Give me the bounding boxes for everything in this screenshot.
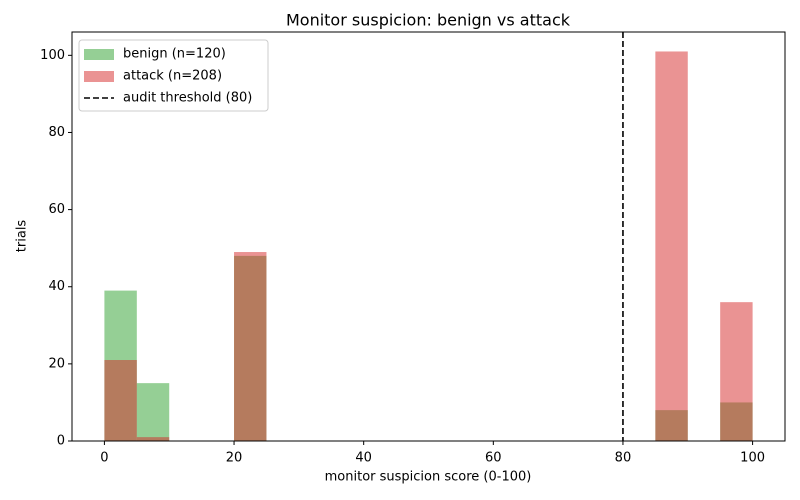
x-tick-label: 20 [226, 451, 243, 466]
legend-label: benign (n=120) [123, 47, 226, 62]
y-axis-label: trials [15, 220, 30, 253]
y-tick-label: 0 [57, 434, 65, 449]
legend-label: attack (n=208) [123, 69, 222, 84]
legend-label: audit threshold (80) [123, 91, 252, 106]
legend-swatch [84, 71, 114, 82]
histogram-bar [234, 252, 267, 441]
x-tick-label: 40 [355, 451, 372, 466]
histogram-bar [720, 302, 753, 441]
y-tick-label: 20 [48, 356, 65, 371]
chart-title: Monitor suspicion: benign vs attack [286, 11, 571, 30]
legend-swatch [84, 49, 114, 60]
histogram-bar [655, 51, 688, 441]
x-tick-label: 80 [615, 451, 632, 466]
legend-box [78, 39, 269, 112]
y-tick-label: 80 [48, 125, 65, 140]
histogram-bar [136, 437, 170, 441]
x-tick-label: 0 [100, 451, 108, 466]
x-axis-label: monitor suspicion score (0-100) [325, 470, 532, 485]
x-tick-label: 60 [485, 451, 502, 466]
y-tick-label: 60 [48, 202, 65, 217]
plot-frame [71, 31, 786, 442]
y-tick-label: 40 [48, 279, 65, 294]
x-tick-label: 100 [740, 451, 765, 466]
histogram-bar [136, 383, 170, 441]
histogram-bar [104, 360, 137, 441]
y-tick-label: 100 [40, 48, 65, 63]
